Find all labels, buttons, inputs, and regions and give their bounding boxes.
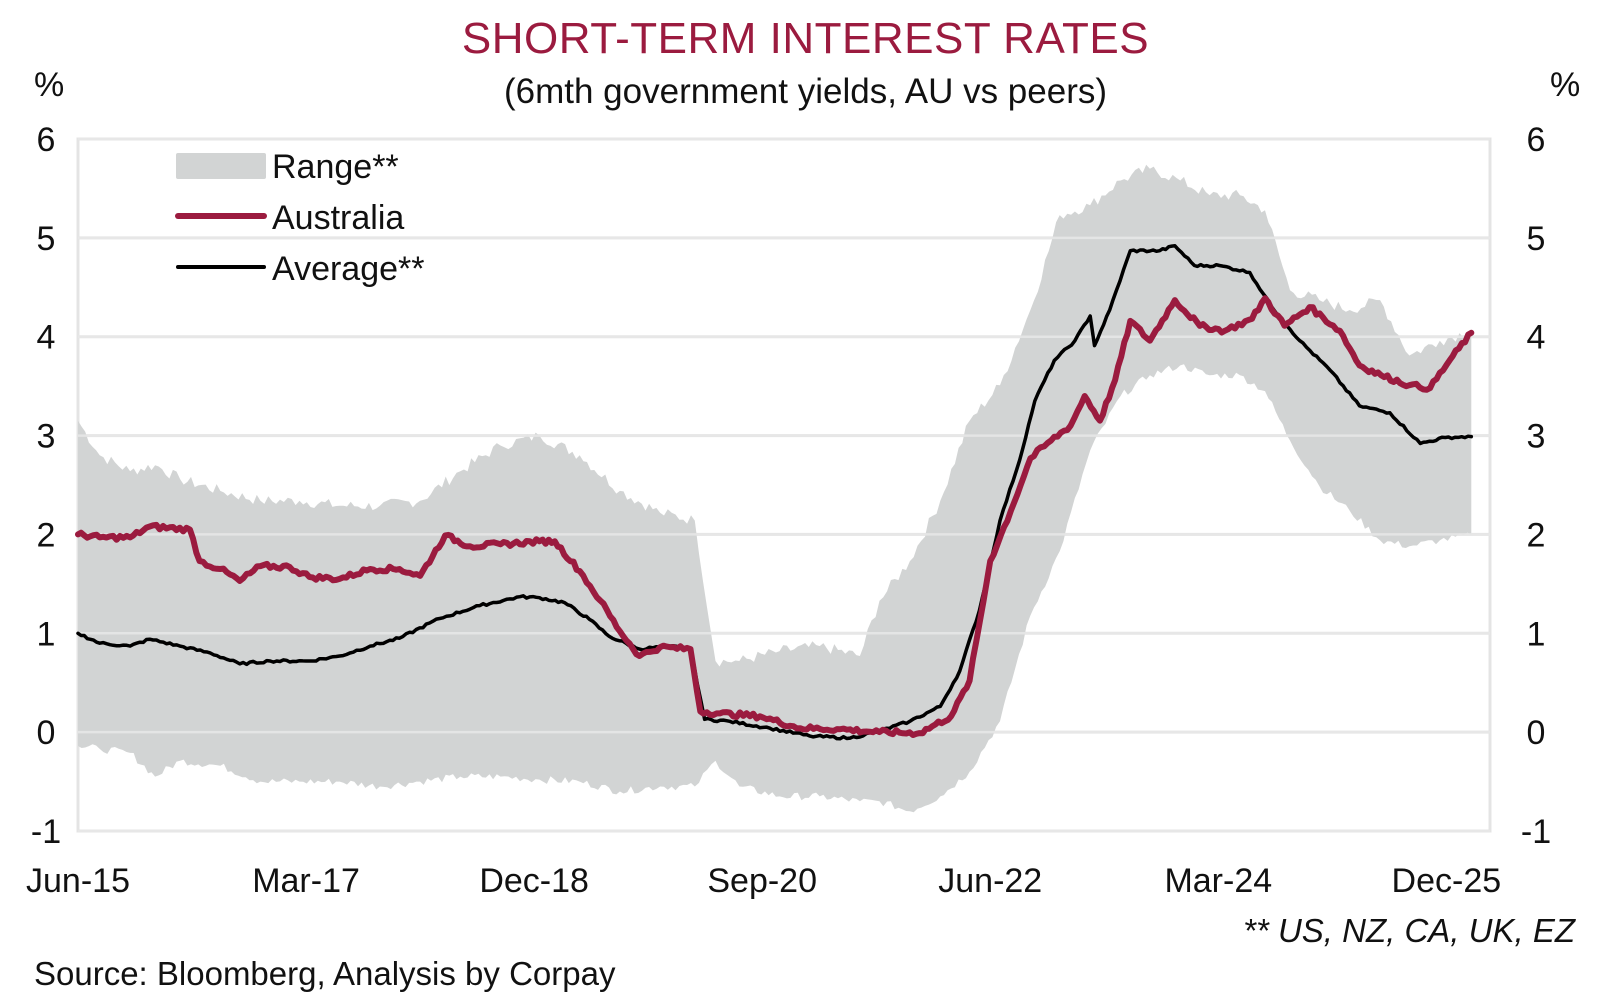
y-tick-label-left: 6 [37,121,56,159]
average-line [76,244,1474,741]
y-tick-label-right: 2 [1527,516,1546,554]
y-axis-left-ticks: -1 0 1 2 3 4 5 6 [31,121,61,851]
y-axis-right-ticks: -1 0 1 2 3 4 5 6 [1521,121,1551,851]
chart-title: SHORT-TERM INTEREST RATES [461,14,1150,63]
x-tick-label: Dec-18 [479,862,589,900]
y-tick-label-right: 3 [1527,418,1546,456]
y-tick-label-right: 6 [1527,121,1546,159]
legend-label-australia: Australia [272,199,404,237]
x-tick-label: Dec-25 [1392,862,1502,900]
footnote: ** US, NZ, CA, UK, EZ [1243,912,1575,949]
legend-label-range: Range** [272,148,399,186]
range-band-layer [78,164,1472,813]
australia-line [75,295,1475,738]
y-tick-label-left: 0 [37,714,56,752]
y-tick-label-left: 1 [37,615,56,653]
source-note: Source: Bloomberg, Analysis by Corpay [34,955,616,992]
y-tick-label-right: 0 [1527,714,1546,752]
y-axis-unit-right: % [1550,66,1581,104]
x-axis-ticks: Jun-15 Mar-17 Dec-18 Sep-20 Jun-22 Mar-24 Dec-… [26,862,1501,900]
y-tick-label-left: 2 [37,516,56,554]
y-tick-label-left: 5 [37,220,56,258]
range-band [78,164,1472,813]
y-axis-unit-left: % [34,66,65,104]
y-tick-label-right: 5 [1527,220,1546,258]
y-tick-label-left: 3 [37,418,56,456]
chart-subtitle: (6mth government yields, AU vs peers) [503,72,1107,111]
x-tick-label: Jun-22 [938,862,1042,900]
y-tick-label-right: 4 [1527,319,1546,357]
x-tick-label: Mar-17 [252,862,360,900]
x-tick-label: Jun-15 [26,862,130,900]
legend: Range** Australia Average** [175,148,425,288]
x-tick-label: Sep-20 [707,862,817,900]
x-tick-label: Mar-24 [1164,862,1272,900]
y-tick-label-right: 1 [1527,615,1546,653]
series-lines [75,244,1475,741]
legend-label-average: Average** [272,250,425,288]
legend-swatch-range [176,153,266,179]
y-tick-label-right: -1 [1521,813,1551,851]
y-tick-label-left: -1 [31,813,61,851]
y-tick-label-left: 4 [37,319,56,357]
gridlines-overlay [78,137,1490,833]
